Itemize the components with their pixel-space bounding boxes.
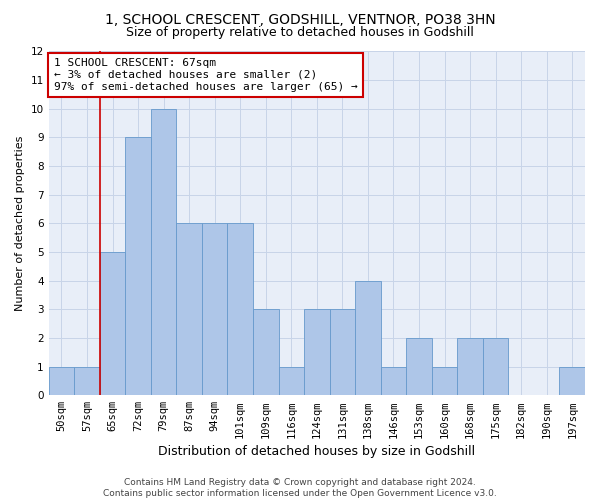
X-axis label: Distribution of detached houses by size in Godshill: Distribution of detached houses by size …	[158, 444, 475, 458]
Text: Size of property relative to detached houses in Godshill: Size of property relative to detached ho…	[126, 26, 474, 39]
Bar	[49, 366, 74, 395]
Bar	[253, 310, 278, 395]
Y-axis label: Number of detached properties: Number of detached properties	[15, 136, 25, 311]
Text: 1 SCHOOL CRESCENT: 67sqm
← 3% of detached houses are smaller (2)
97% of semi-det: 1 SCHOOL CRESCENT: 67sqm ← 3% of detache…	[54, 58, 358, 92]
Bar	[278, 366, 304, 395]
Bar	[432, 366, 457, 395]
Bar	[457, 338, 483, 395]
Bar	[202, 224, 227, 395]
Bar	[559, 366, 585, 395]
Bar	[329, 310, 355, 395]
Bar	[227, 224, 253, 395]
Bar	[125, 138, 151, 395]
Bar	[151, 109, 176, 395]
Bar	[380, 366, 406, 395]
Bar	[406, 338, 432, 395]
Text: Contains HM Land Registry data © Crown copyright and database right 2024.
Contai: Contains HM Land Registry data © Crown c…	[103, 478, 497, 498]
Text: 1, SCHOOL CRESCENT, GODSHILL, VENTNOR, PO38 3HN: 1, SCHOOL CRESCENT, GODSHILL, VENTNOR, P…	[104, 12, 496, 26]
Bar	[74, 366, 100, 395]
Bar	[304, 310, 329, 395]
Bar	[176, 224, 202, 395]
Bar	[483, 338, 508, 395]
Bar	[355, 280, 380, 395]
Bar	[100, 252, 125, 395]
